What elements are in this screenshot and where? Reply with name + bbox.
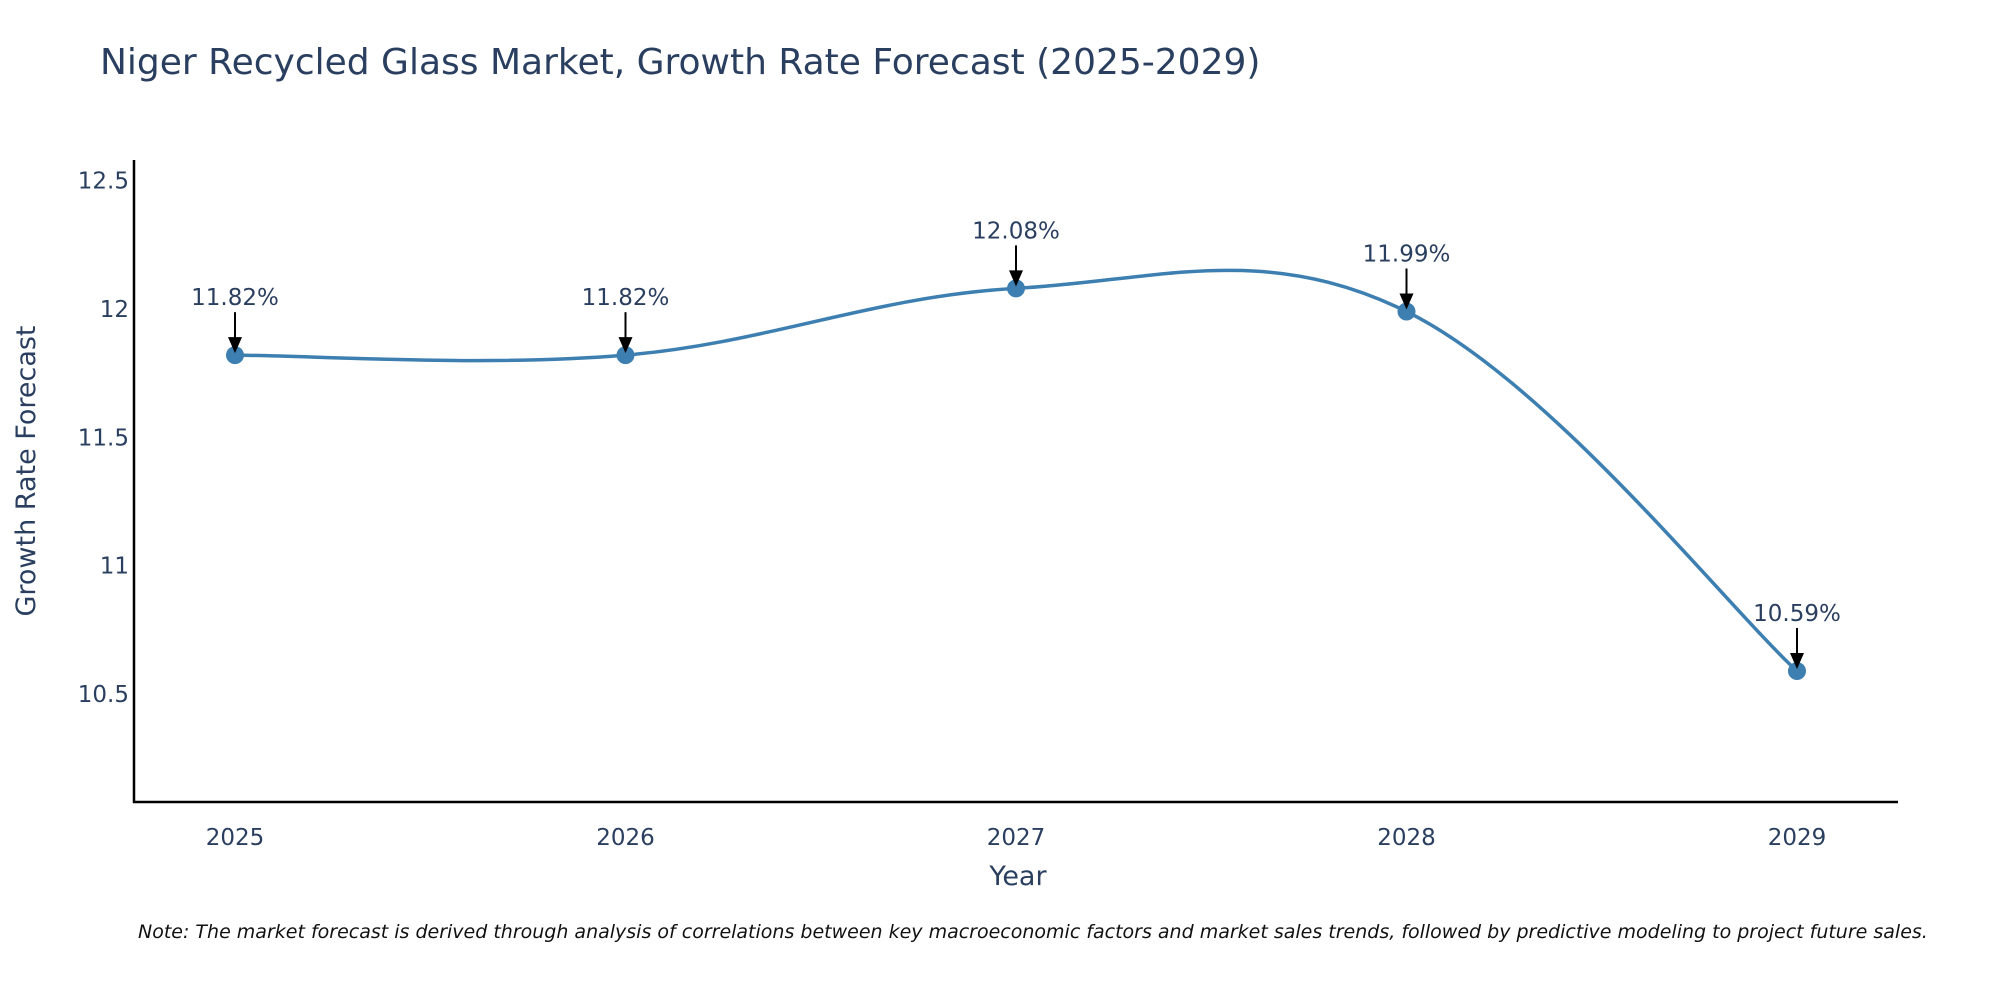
chart-note: Note: The market forecast is derived thr… [138,921,1928,943]
data-point [1397,302,1416,321]
x-tick-label: 2026 [596,825,655,851]
x-tick-label: 2029 [1768,825,1827,851]
annotation-arrow [618,312,633,354]
arrow-head [1009,270,1023,287]
data-point [1788,662,1806,681]
x-tick-label: 2025 [206,825,265,851]
y-tick-label: 11.5 [78,425,129,451]
marker-layer [226,279,1806,681]
data-label: 11.82% [191,285,279,311]
data-point [616,346,635,365]
data-label: 11.99% [1363,242,1451,268]
annotation-arrow [1009,245,1023,287]
annotation-layer: 11.82% 11.82% 12.08% 11.99% 10.59% [191,218,1841,670]
x-tick-label: 2028 [1377,825,1436,851]
annotation-arrow [1399,268,1414,310]
x-axis-title: Year [988,861,1047,892]
annotation-arrow [228,312,242,354]
y-tick-label: 12 [100,297,129,323]
data-point [226,346,244,365]
y-tick-label: 10.5 [78,682,129,708]
data-label: 10.59% [1753,601,1841,627]
arrow-head [228,337,242,354]
series-line-layer [234,268,1799,673]
arrow-head [618,337,633,354]
data-label: 12.08% [972,218,1060,244]
x-tick-label: 2027 [987,825,1046,851]
data-label: 11.82% [582,285,670,311]
y-tick-label: 11 [100,554,129,580]
chart-title: Niger Recycled Glass Market, Growth Rate… [100,42,1261,83]
arrow-head [1790,653,1804,670]
annotation-arrow [1790,628,1804,670]
y-tick-label: 12.5 [78,169,129,195]
y-axis-title: Growth Rate Forecast [11,325,42,616]
data-point [1007,279,1025,298]
arrow-head [1399,293,1414,310]
series-line [234,268,1799,673]
axes: 10.5 11 11.5 12 12.5 2025 2026 2027 2028 2029 Year… [11,160,1898,892]
